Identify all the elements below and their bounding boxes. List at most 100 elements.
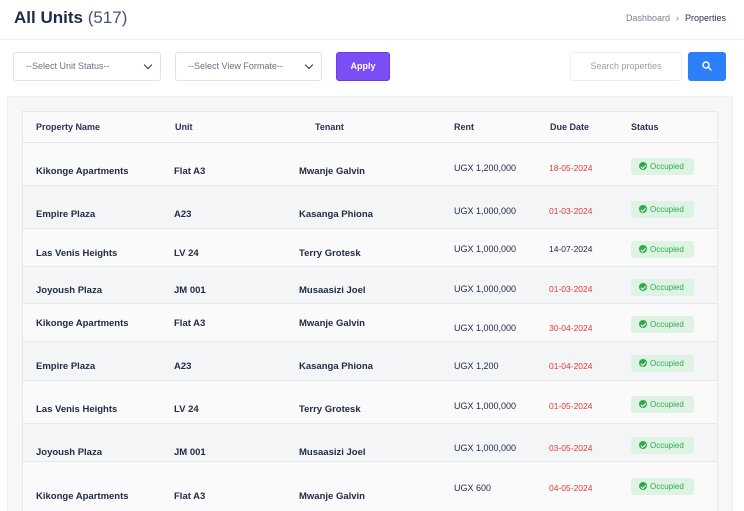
due-date-cell: 03-05-2024 (549, 443, 593, 453)
check-circle-icon (639, 245, 647, 253)
rent-cell: UGX 1,000,000 (454, 443, 517, 453)
due-date-cell: 30-04-2024 (549, 323, 593, 333)
unit-cell: LV 24 (174, 404, 199, 415)
tenant-cell: Musaasizi Joel (299, 285, 366, 296)
check-circle-icon (639, 359, 647, 367)
check-circle-icon (639, 400, 647, 408)
unit-status-placeholder: --Select Unit Status-- (26, 61, 110, 71)
status-text: Occupied (650, 441, 684, 450)
rent-cell: UGX 1,000,000 (454, 323, 517, 333)
status-text: Occupied (650, 359, 684, 368)
page-title-text: All Units (14, 8, 83, 27)
unit-cell: Flat A3 (174, 491, 206, 502)
unit-cell: LV 24 (174, 248, 199, 259)
status-badge: Occupied (631, 241, 694, 258)
tenant-cell: Mwanje Galvin (299, 491, 365, 502)
unit-cell: Flat A3 (174, 166, 206, 177)
due-date-cell: 18-05-2024 (549, 163, 593, 173)
status-badge: Occupied (631, 316, 694, 333)
apply-button[interactable]: Apply (336, 52, 390, 81)
status-badge: Occupied (631, 355, 694, 372)
property-name-cell: Las Venis Heights (36, 248, 118, 259)
status-text: Occupied (650, 245, 684, 254)
property-name-cell: Kikonge Apartments (36, 318, 129, 329)
property-name-cell: Las Venis Heights (36, 404, 118, 415)
status-badge: Occupied (631, 478, 694, 495)
table-row[interactable]: Joyoush Plaza JM 001 Musaasizi Joel UGX 1,0… (23, 266, 717, 303)
page-header: All Units (517) Dashboard › Properties (0, 0, 744, 40)
tenant-cell: Mwanje Galvin (299, 166, 365, 177)
check-circle-icon (639, 441, 647, 449)
rent-cell: UGX 600 (454, 483, 492, 493)
tenant-cell: Terry Grotesk (299, 404, 361, 415)
check-circle-icon (639, 482, 647, 490)
table-row[interactable]: Las Venis Heights LV 24 Terry Grotesk UGX 1… (23, 228, 717, 266)
view-format-placeholder: --Select View Formate-- (188, 61, 283, 71)
column-header-tenant: Tenant (315, 122, 344, 132)
unit-cell: A23 (174, 361, 192, 372)
check-circle-icon (639, 162, 647, 170)
due-date-cell: 01-05-2024 (549, 401, 593, 411)
rent-cell: UGX 1,000,000 (454, 284, 517, 294)
breadcrumb: Dashboard › Properties (626, 13, 726, 23)
tenant-cell: Kasanga Phiona (299, 361, 373, 372)
check-circle-icon (639, 205, 647, 213)
property-name-cell: Empire Plaza (36, 209, 96, 220)
property-name-cell: Joyoush Plaza (36, 447, 102, 458)
search-icon (702, 61, 712, 71)
unit-cell: A23 (174, 209, 192, 220)
rent-cell: UGX 1,000,000 (454, 206, 517, 216)
tenant-cell: Musaasizi Joel (299, 447, 366, 458)
table-row[interactable]: Las Venis Heights LV 24 Terry Grotesk UGX 1… (23, 380, 717, 423)
rent-cell: UGX 1,000,000 (454, 244, 517, 254)
status-text: Occupied (650, 283, 684, 292)
due-date-cell: 01-04-2024 (549, 361, 593, 371)
due-date-cell: 01-03-2024 (549, 206, 593, 216)
status-text: Occupied (650, 205, 684, 214)
property-name-cell: Empire Plaza (36, 361, 96, 372)
status-text: Occupied (650, 320, 684, 329)
column-header-rent: Rent (454, 122, 474, 132)
unit-cell: JM 001 (174, 447, 206, 458)
status-badge: Occupied (631, 279, 694, 296)
search-input[interactable]: Search properties (570, 52, 682, 81)
property-name-cell: Kikonge Apartments (36, 166, 129, 177)
column-header-unit: Unit (175, 122, 193, 132)
page-title: All Units (517) (14, 8, 127, 28)
due-date-cell: 01-03-2024 (549, 284, 593, 294)
column-header-status: Status (631, 122, 659, 132)
chevron-down-icon (304, 60, 314, 70)
chevron-right-icon: › (675, 13, 679, 23)
table-row[interactable]: Kikonge Apartments Flat A3 Mwanje Galvin UG… (23, 142, 717, 185)
status-text: Occupied (650, 400, 684, 409)
status-text: Occupied (650, 162, 684, 171)
column-header-property: Property Name (36, 122, 101, 132)
status-badge: Occupied (631, 437, 694, 454)
rent-cell: UGX 1,200 (454, 361, 499, 371)
unit-count: (517) (87, 8, 128, 27)
property-name-cell: Joyoush Plaza (36, 285, 102, 296)
table-row[interactable]: Empire Plaza A23 Kasanga Phiona UGX 1,000,0… (23, 185, 717, 228)
status-badge: Occupied (631, 396, 694, 413)
table-row[interactable]: Joyoush Plaza JM 001 Musaasizi Joel UGX 1,0… (23, 423, 717, 461)
breadcrumb-dashboard[interactable]: Dashboard (625, 13, 670, 23)
check-circle-icon (639, 320, 647, 328)
unit-status-select[interactable]: --Select Unit Status-- (13, 52, 161, 81)
due-date-cell: 14-07-2024 (549, 244, 593, 254)
rent-cell: UGX 1,000,000 (454, 401, 517, 411)
unit-cell: Flat A3 (174, 318, 206, 329)
property-name-cell: Kikonge Apartments (36, 491, 129, 502)
view-format-select[interactable]: --Select View Formate-- (175, 52, 322, 81)
table-row[interactable]: Empire Plaza A23 Kasanga Phiona UGX 1,200 01… (23, 341, 717, 380)
status-text: Occupied (650, 482, 684, 491)
unit-cell: JM 001 (174, 285, 206, 296)
table-row[interactable]: Kikonge Apartments Flat A3 Mwanje Galvin UG… (23, 461, 717, 511)
due-date-cell: 04-05-2024 (549, 483, 593, 493)
table-row[interactable]: Kikonge Apartments Flat A3 Mwanje Galvin UG… (23, 303, 717, 341)
status-badge: Occupied (631, 158, 694, 175)
tenant-cell: Mwanje Galvin (299, 318, 365, 329)
breadcrumb-properties: Properties (684, 13, 726, 23)
search-button[interactable] (688, 52, 726, 81)
tenant-cell: Kasanga Phiona (299, 209, 373, 220)
rent-cell: UGX 1,200,000 (454, 163, 517, 173)
